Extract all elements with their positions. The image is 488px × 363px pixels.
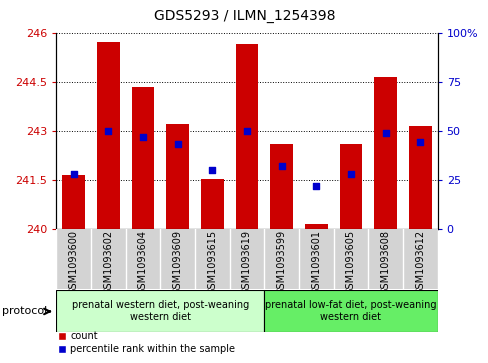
Bar: [97, 42, 119, 229]
Text: prenatal western diet, post-weaning
western diet: prenatal western diet, post-weaning west…: [71, 301, 248, 322]
Text: GSM1093605: GSM1093605: [346, 230, 355, 295]
Text: GSM1093609: GSM1093609: [172, 230, 182, 295]
Text: GSM1093601: GSM1093601: [311, 230, 321, 295]
Bar: [339, 144, 362, 229]
Point: [139, 134, 146, 139]
Point: [243, 128, 250, 134]
Text: protocol: protocol: [2, 306, 48, 317]
Text: GSM1093612: GSM1093612: [414, 230, 425, 295]
Text: GDS5293 / ILMN_1254398: GDS5293 / ILMN_1254398: [153, 9, 335, 23]
Bar: [374, 77, 396, 229]
Bar: [235, 44, 258, 229]
Text: GSM1093608: GSM1093608: [380, 230, 390, 295]
Text: GSM1093619: GSM1093619: [242, 230, 251, 295]
Point: [346, 171, 354, 177]
Bar: [270, 144, 292, 229]
Bar: [166, 124, 188, 229]
Point: [208, 167, 216, 173]
Point: [312, 183, 320, 188]
Point: [277, 163, 285, 169]
Bar: [264, 290, 437, 332]
Bar: [408, 126, 431, 229]
Text: GSM1093600: GSM1093600: [68, 230, 79, 295]
Point: [416, 139, 424, 145]
Text: prenatal low-fat diet, post-weaning
western diet: prenatal low-fat diet, post-weaning west…: [264, 301, 436, 322]
Text: GSM1093599: GSM1093599: [276, 230, 286, 295]
Bar: [131, 87, 154, 229]
Point: [173, 142, 181, 147]
Text: GSM1093604: GSM1093604: [138, 230, 147, 295]
Point: [381, 130, 389, 135]
Point: [104, 128, 112, 134]
Point: [69, 171, 77, 177]
Text: GSM1093602: GSM1093602: [103, 230, 113, 295]
Bar: [56, 290, 264, 332]
Bar: [201, 179, 223, 229]
Bar: [305, 224, 327, 229]
Text: GSM1093615: GSM1093615: [207, 230, 217, 295]
Bar: [62, 175, 85, 229]
Legend: count, percentile rank within the sample: count, percentile rank within the sample: [54, 327, 239, 358]
